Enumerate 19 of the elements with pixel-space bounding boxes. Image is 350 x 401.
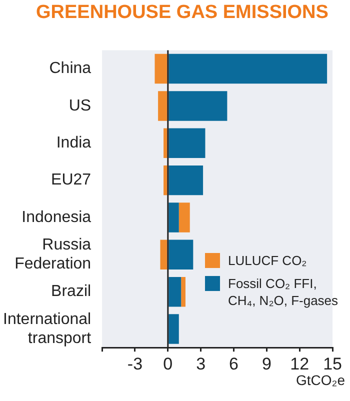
y-tick-label: Russia Federation	[14, 236, 92, 273]
y-tick-label: International transport	[3, 310, 92, 348]
legend-label: LULUCF CO₂	[228, 252, 307, 269]
x-tick-label: 15	[323, 354, 342, 374]
x-tick-label: 12	[290, 354, 310, 374]
y-tick-label: Indonesia	[22, 208, 92, 226]
y-tick-label: EU27	[51, 172, 92, 189]
y-tick-label: Brazil	[51, 283, 92, 300]
x-tick-label: 9	[262, 354, 272, 374]
x-tick-label: 3	[196, 354, 206, 374]
y-tick-label: India	[56, 134, 92, 152]
x-tick-label: 6	[229, 354, 238, 374]
chart-title: GREENHOUSE GAS EMISSIONS	[36, 2, 330, 24]
y-tick-label: US	[68, 97, 92, 114]
x-tick-label: -3	[127, 354, 143, 374]
x-axis-title: GtCO₂e	[295, 372, 345, 388]
y-tick-label: China	[49, 60, 92, 78]
x-tick-label: 0	[163, 354, 173, 374]
legend-label: Fossil CO₂ FFI, CH₄, N₂O, F-gases	[228, 275, 339, 309]
